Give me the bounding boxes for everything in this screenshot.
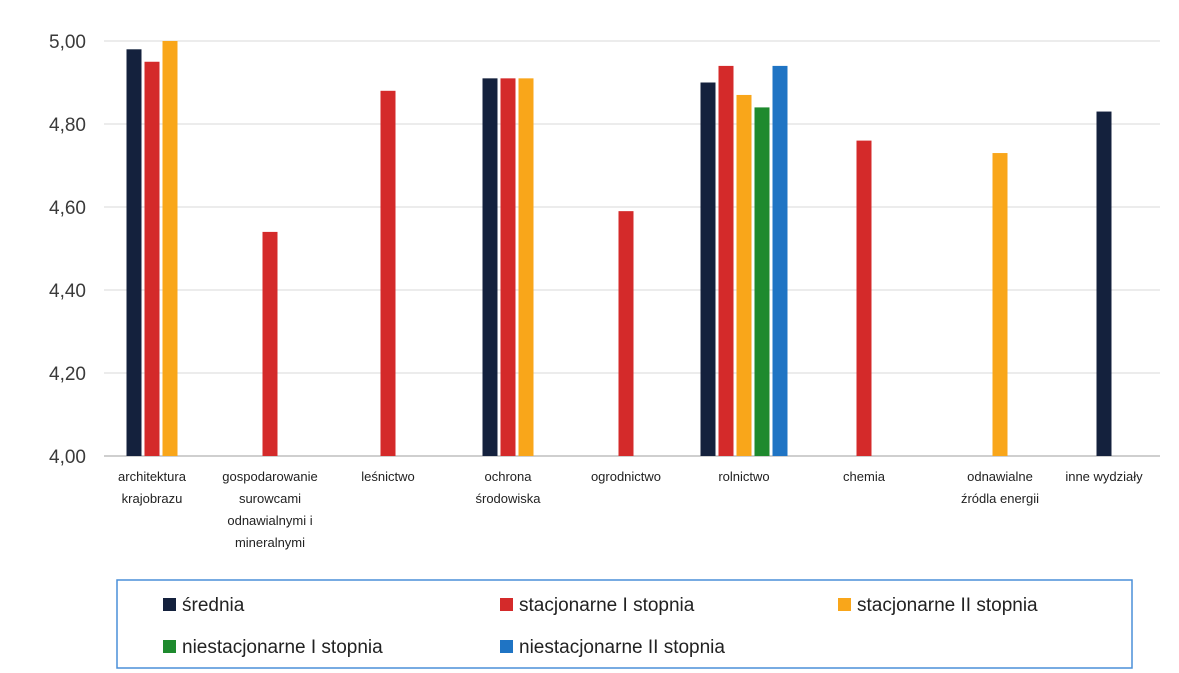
bar [772, 65, 788, 457]
bars [126, 41, 1112, 457]
bar [718, 65, 734, 457]
bar [380, 90, 396, 457]
category-label-line: leśnictwo [361, 469, 414, 484]
bar [1096, 111, 1112, 457]
category-label-line: ogrodnictwo [591, 469, 661, 484]
category-label: leśnictwo [361, 469, 414, 484]
legend-label: stacjonarne I stopnia [519, 595, 695, 616]
x-axis-labels: architektura krajobrazu gospodarowanie suro… [118, 469, 1143, 550]
legend-swatch [500, 640, 513, 653]
category-label-line: surowcami [239, 491, 301, 506]
category-label-line: inne wydziały [1065, 469, 1143, 484]
y-tick-label: 4,20 [49, 364, 86, 385]
legend-item: stacjonarne I stopnia [500, 595, 695, 616]
category-label-line: ochrona [485, 469, 533, 484]
legend-swatch [500, 598, 513, 611]
category-label-line: chemia [843, 469, 886, 484]
category-label: chemia [843, 469, 886, 484]
category-label: inne wydziały [1065, 469, 1143, 484]
category-label: ochrona środowiska [475, 469, 541, 506]
category-label: architektura krajobrazu [118, 469, 187, 506]
y-tick-label: 4,80 [49, 115, 86, 136]
legend-swatch [163, 640, 176, 653]
legend-item: średnia [163, 595, 245, 616]
category-label-line: gospodarowanie [222, 469, 317, 484]
legend-item: stacjonarne II stopnia [838, 595, 1038, 616]
bar [162, 41, 178, 456]
category-label-line: rolnictwo [718, 469, 769, 484]
bar [754, 107, 770, 457]
category-label-line: architektura [118, 469, 187, 484]
legend-swatch [163, 598, 176, 611]
category-label-line: odnawialne [967, 469, 1033, 484]
bar [262, 231, 278, 456]
category-label-line: odnawialnymi i [227, 513, 312, 528]
category-label: odnawialne źródla energii [961, 469, 1039, 506]
y-tick-label: 4,60 [49, 198, 86, 219]
legend-label: niestacjonarne II stopnia [519, 637, 725, 658]
legend: średnia stacjonarne I stopnia stacjonarne … [116, 579, 1133, 669]
legend-item: niestacjonarne II stopnia [500, 637, 725, 658]
legend-label: niestacjonarne I stopnia [182, 637, 383, 658]
bar [736, 94, 752, 456]
bar [518, 78, 534, 456]
bar [482, 78, 498, 456]
bar [144, 61, 160, 456]
y-tick-label: 4,00 [49, 447, 86, 468]
category-label: rolnictwo [718, 469, 769, 484]
bar [126, 49, 142, 457]
bar [992, 153, 1008, 457]
category-label-line: mineralnymi [235, 535, 305, 550]
legend-item: niestacjonarne I stopnia [163, 637, 383, 658]
legend-label: średnia [182, 595, 245, 616]
bar [500, 78, 516, 456]
category-label: gospodarowanie surowcami odnawialnymi i min… [222, 469, 317, 550]
category-label: ogrodnictwo [591, 469, 661, 484]
bar [618, 211, 634, 456]
y-axis-ticks: 4,00 4,20 4,40 4,60 4,80 5,00 [49, 32, 86, 468]
category-label-line: środowiska [475, 491, 541, 506]
bar [700, 82, 716, 456]
y-tick-label: 4,40 [49, 281, 86, 302]
legend-box [116, 579, 1133, 669]
category-label-line: źródla energii [961, 491, 1039, 506]
bar [856, 140, 872, 456]
legend-label: stacjonarne II stopnia [857, 595, 1038, 616]
legend-swatch [838, 598, 851, 611]
y-tick-label: 5,00 [49, 32, 86, 53]
category-label-line: krajobrazu [122, 491, 183, 506]
